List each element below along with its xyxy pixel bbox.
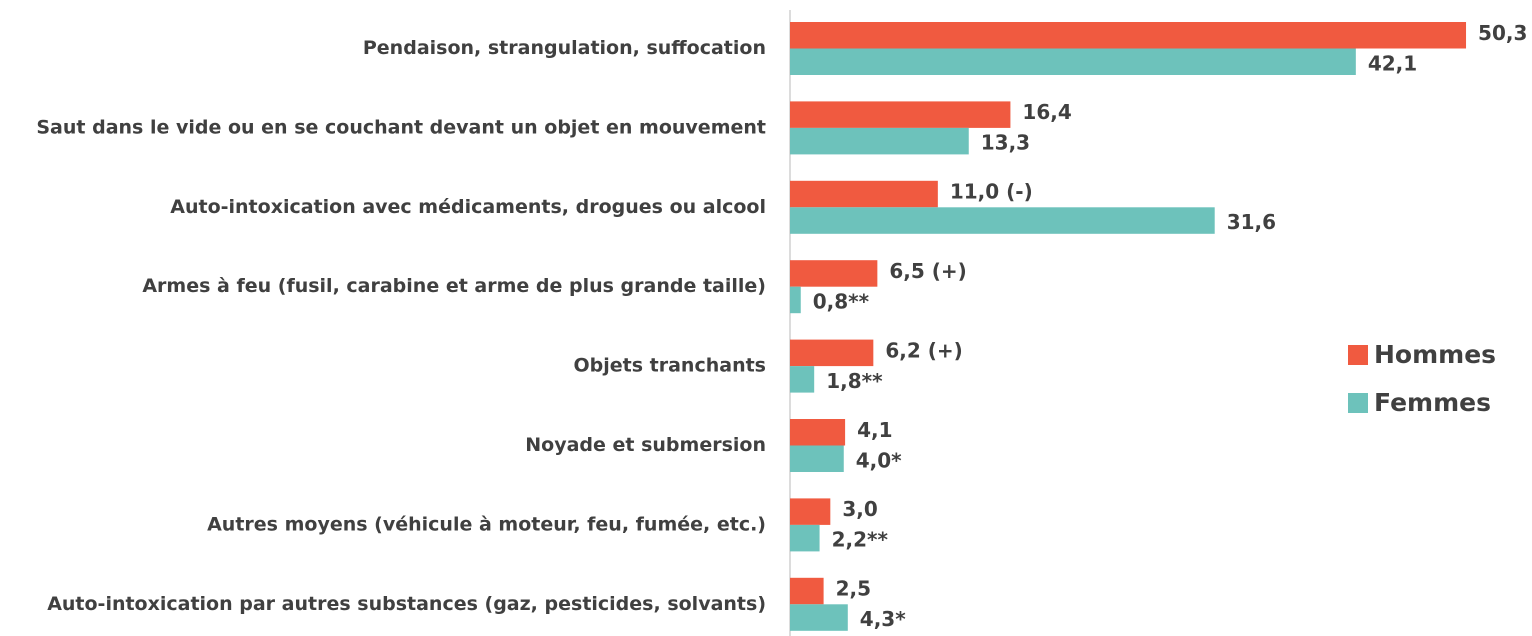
legend-swatch: [1348, 345, 1368, 365]
value-label: 4,1: [857, 418, 892, 442]
legend-swatch: [1348, 393, 1368, 413]
bar: [790, 22, 1467, 49]
bar: [790, 286, 801, 314]
category-label: Noyade et submersion: [525, 434, 766, 456]
value-label: 1,8**: [826, 369, 883, 393]
value-label: 4,0*: [856, 448, 902, 472]
bar: [790, 366, 815, 393]
category-label: Saut dans le vide ou en se couchant deva…: [36, 116, 766, 138]
bar: [790, 524, 820, 552]
value-label: 2,5: [836, 577, 871, 601]
value-label: 11,0 (-): [950, 180, 1033, 204]
category-label: Auto-intoxication par autres substances …: [47, 593, 766, 615]
category-label: Armes à feu (fusil, carabine et arme de …: [142, 275, 766, 297]
legend-label: Femmes: [1374, 388, 1491, 417]
value-label: 13,3: [981, 131, 1030, 155]
category-label: Pendaison, strangulation, suffocation: [363, 37, 766, 59]
bar: [790, 445, 844, 472]
value-label: 31,6: [1227, 210, 1276, 234]
value-label: 3,0: [842, 497, 877, 521]
category-label: Auto-intoxication avec médicaments, drog…: [170, 196, 766, 218]
value-label: 42,1: [1368, 51, 1417, 75]
bar: [790, 101, 1011, 128]
value-label: 16,4: [1022, 100, 1071, 124]
value-label: 4,3*: [860, 607, 906, 631]
bar: [790, 207, 1215, 234]
legend-label: Hommes: [1374, 340, 1496, 369]
bar: [790, 127, 969, 155]
value-label: 50,3: [1478, 21, 1527, 45]
bar: [790, 339, 874, 367]
bar: [790, 577, 824, 605]
value-label: 0,8**: [813, 289, 870, 313]
bar: [790, 419, 846, 446]
category-label: Autres moyens (véhicule à moteur, feu, f…: [207, 513, 766, 535]
value-label: 6,5 (+): [889, 259, 966, 283]
category-label: Objets tranchants: [574, 355, 767, 377]
bar: [790, 180, 938, 208]
bar: [790, 260, 878, 287]
value-label: 6,2 (+): [885, 338, 962, 362]
bar: [790, 498, 831, 525]
value-label: 2,2**: [832, 528, 889, 552]
bar: [790, 48, 1356, 75]
bar: [790, 604, 848, 631]
